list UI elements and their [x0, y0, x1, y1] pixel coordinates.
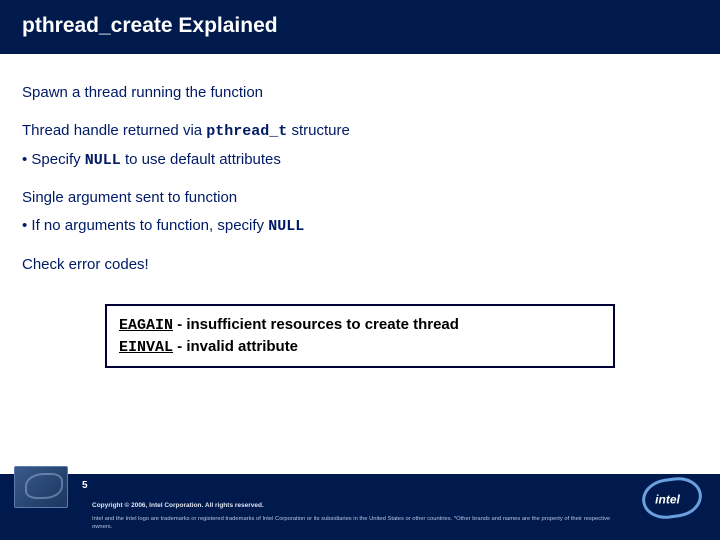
- error-line-1: EAGAIN - insufficient resources to creat…: [119, 314, 601, 336]
- line-5a: • If no arguments to function, specify: [22, 217, 268, 234]
- intel-logo-text: intel: [655, 493, 680, 507]
- error-line-2: EINVAL - invalid attribute: [119, 336, 601, 358]
- line-2b: structure: [287, 122, 350, 139]
- error-box: EAGAIN - insufficient resources to creat…: [105, 304, 615, 368]
- error-1-text: - insufficient resources to create threa…: [173, 316, 459, 333]
- slide-title: pthread_create Explained: [0, 0, 720, 54]
- code-null-1: NULL: [85, 152, 121, 169]
- code-eagain: EAGAIN: [119, 317, 173, 334]
- code-null-2: NULL: [268, 218, 304, 235]
- line-5: • If no arguments to function, specify N…: [22, 215, 698, 238]
- line-2a: Thread handle returned via: [22, 122, 206, 139]
- line-6: Check error codes!: [22, 254, 698, 276]
- intel-swoosh-icon: intel: [640, 474, 705, 522]
- legal-text: Intel and the Intel logo are trademarks …: [92, 516, 628, 531]
- footer: 5 Copyright © 2006, Intel Corporation. A…: [0, 474, 720, 540]
- intel-logo-icon: intel: [642, 478, 702, 522]
- line-3a: • Specify: [22, 151, 85, 168]
- error-2-text: - invalid attribute: [173, 338, 298, 355]
- line-3: • Specify NULL to use default attributes: [22, 149, 698, 172]
- intel-software-badge-icon: [14, 466, 68, 508]
- code-pthread-t: pthread_t: [206, 123, 287, 140]
- line-4: Single argument sent to function: [22, 187, 698, 209]
- slide-body: Spawn a thread running the function Thre…: [0, 54, 720, 368]
- page-number: 5: [82, 480, 88, 491]
- code-einval: EINVAL: [119, 339, 173, 356]
- slide: pthread_create Explained Spawn a thread …: [0, 0, 720, 540]
- line-3b: to use default attributes: [121, 151, 281, 168]
- copyright-text: Copyright © 2006, Intel Corporation. All…: [92, 502, 264, 509]
- line-1: Spawn a thread running the function: [22, 82, 698, 104]
- line-2: Thread handle returned via pthread_t str…: [22, 120, 698, 143]
